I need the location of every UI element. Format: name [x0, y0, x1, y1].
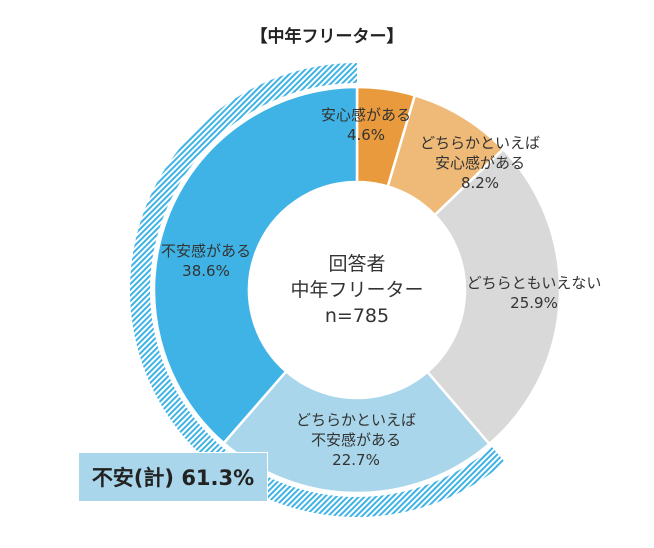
slice-fuan: [152, 85, 359, 445]
total-anxiety-hatched-arc: [129, 63, 505, 518]
label-yaya-anshin-name1: どちらかといえば: [419, 134, 541, 152]
label-neutral-value: 25.9%: [510, 294, 558, 312]
total-anxiety-label: 不安(計) 61.3%: [91, 466, 255, 490]
label-fuan-name: 不安感がある: [160, 242, 252, 260]
label-anshin-value: 4.6%: [346, 126, 386, 144]
center-label: 回答者 中年フリーター n=785: [290, 251, 423, 329]
label-yaya-anshin: どちらかといえば 安心感がある 8.2%: [420, 133, 540, 193]
center-line2: 中年フリーター: [290, 279, 424, 301]
label-yaya-anshin-name2: 安心感がある: [434, 154, 526, 172]
total-anxiety-box: 不安(計) 61.3%: [78, 452, 268, 502]
label-fuan: 不安感がある 38.6%: [161, 241, 251, 281]
chart-title: 【中年フリーター】: [250, 27, 404, 47]
center-sample-size: n=785: [324, 305, 390, 327]
label-yaya-fuan-value: 22.7%: [332, 451, 380, 469]
label-fuan-value: 38.6%: [182, 262, 230, 280]
label-yaya-anshin-value: 8.2%: [460, 174, 500, 192]
label-yaya-fuan: どちらかといえば 不安感がある 22.7%: [296, 410, 416, 470]
center-line1: 回答者: [328, 253, 386, 275]
slice-neutral: [425, 147, 562, 446]
label-neutral-name: どちらともいえない: [466, 274, 602, 292]
label-anshin-name: 安心感がある: [320, 106, 412, 124]
label-yaya-fuan-name2: 不安感がある: [310, 431, 402, 449]
label-yaya-fuan-name1: どちらかといえば: [295, 411, 417, 429]
label-anshin: 安心感がある 4.6%: [321, 105, 411, 145]
label-neutral: どちらともいえない 25.9%: [467, 273, 602, 313]
